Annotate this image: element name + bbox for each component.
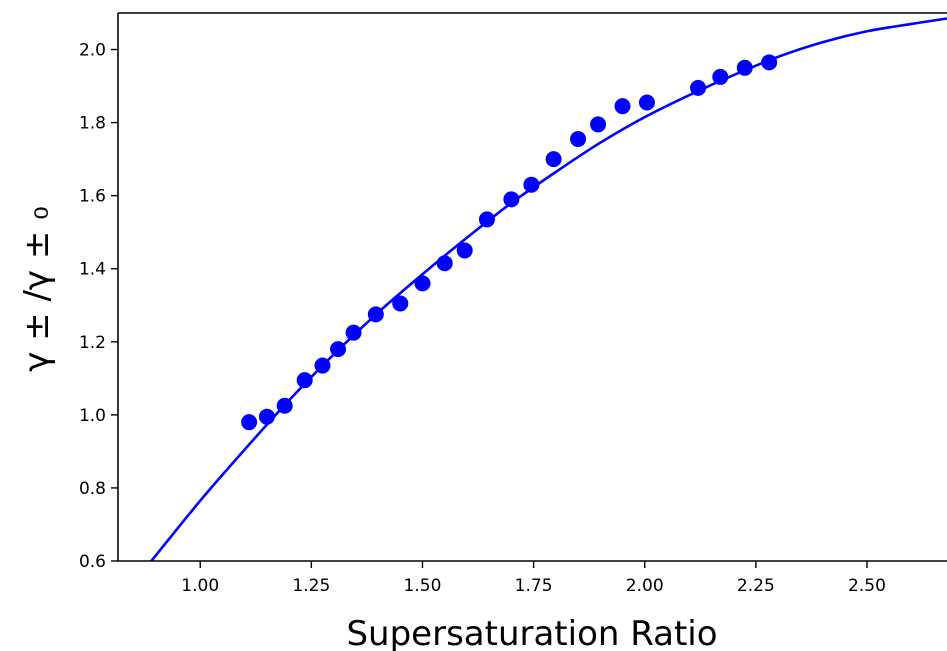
y-axis-label: γ ± /γ ± ₀ [17,206,57,372]
x-axis-label: Supersaturation Ratio [346,614,717,651]
data-point [456,242,473,259]
x-tick-label: 1.50 [404,576,442,596]
data-point [414,275,431,292]
y-tick-label: 0.8 [79,479,106,499]
y-tick-label: 1.4 [79,260,106,280]
data-point [736,59,753,76]
y-tick-label: 0.6 [79,552,106,572]
data-point [436,255,453,272]
data-point [478,211,495,228]
y-tick-label: 1.0 [79,406,106,426]
data-point [638,94,655,111]
y-tick-label: 2.0 [79,41,106,61]
x-tick-label: 1.25 [292,576,330,596]
data-point [296,372,313,389]
data-point [761,54,778,71]
data-point [392,295,409,312]
data-point [330,341,347,358]
plot-area: 1.00 1.25 1.50 1.75 2.00 2.25 2.50 0.6 0.8 1.0 1.2… [79,12,947,596]
data-point [523,176,540,193]
data-point [314,357,331,374]
data-point [345,324,362,341]
y-tick-label: 1.8 [79,114,106,134]
data-point [690,79,707,96]
data-point [570,131,587,148]
data-point [590,116,607,133]
data-point [258,408,275,425]
data-point [503,191,520,208]
y-tick-label: 1.2 [79,333,106,353]
data-point [712,68,729,85]
x-tick-label: 1.00 [181,576,219,596]
data-point [241,414,258,431]
x-tick-label: 2.00 [626,576,664,596]
fit-curve [150,17,947,561]
data-point [367,306,384,323]
data-point [276,397,293,414]
y-tick-label: 1.6 [79,187,106,207]
x-tick-label: 1.75 [515,576,553,596]
data-point [545,151,562,168]
data-point [614,98,631,115]
x-tick-label: 2.25 [737,576,775,596]
x-tick-label: 2.50 [848,576,886,596]
